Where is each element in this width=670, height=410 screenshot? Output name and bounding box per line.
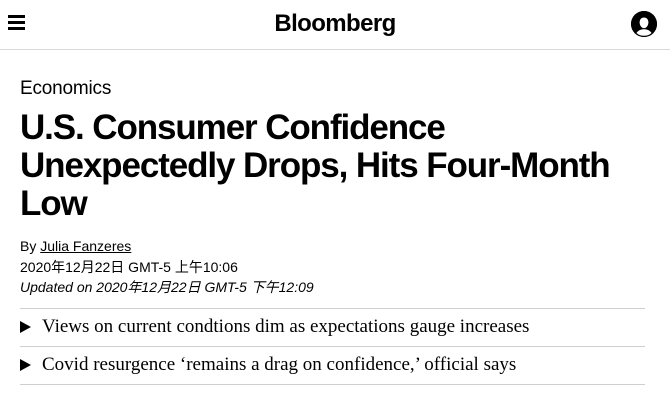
takeaway-item: Views on current condtions dim as expect…	[20, 309, 645, 347]
takeaway-text: Views on current condtions dim as expect…	[42, 316, 530, 337]
top-navigation-bar: Bloomberg	[0, 0, 670, 50]
article-header: Economics U.S. Consumer Confidence Unexp…	[20, 78, 650, 385]
key-takeaways-list: Views on current condtions dim as expect…	[20, 308, 645, 385]
triangle-bullet-icon	[20, 359, 31, 371]
hamburger-menu-icon[interactable]	[8, 13, 26, 31]
byline: By Julia Fanzeres	[20, 237, 650, 255]
section-label[interactable]: Economics	[20, 78, 112, 99]
article-headline: U.S. Consumer Confidence Unexpectedly Dr…	[20, 108, 611, 223]
published-timestamp: 2020年12月22日 GMT-5 上午10:06	[20, 259, 238, 275]
takeaway-text: Covid resurgence ‘remains a drag on conf…	[42, 354, 517, 375]
triangle-bullet-icon	[20, 321, 31, 333]
user-account-icon[interactable]	[631, 11, 657, 37]
author-link[interactable]: Julia Fanzeres	[40, 238, 132, 254]
updated-timestamp: Updated on 2020年12月22日 GMT-5 下午12:09	[20, 279, 314, 295]
byline-prefix: By	[20, 238, 37, 254]
takeaway-item: Covid resurgence ‘remains a drag on conf…	[20, 347, 645, 385]
bloomberg-logo[interactable]: Bloomberg	[274, 10, 396, 37]
